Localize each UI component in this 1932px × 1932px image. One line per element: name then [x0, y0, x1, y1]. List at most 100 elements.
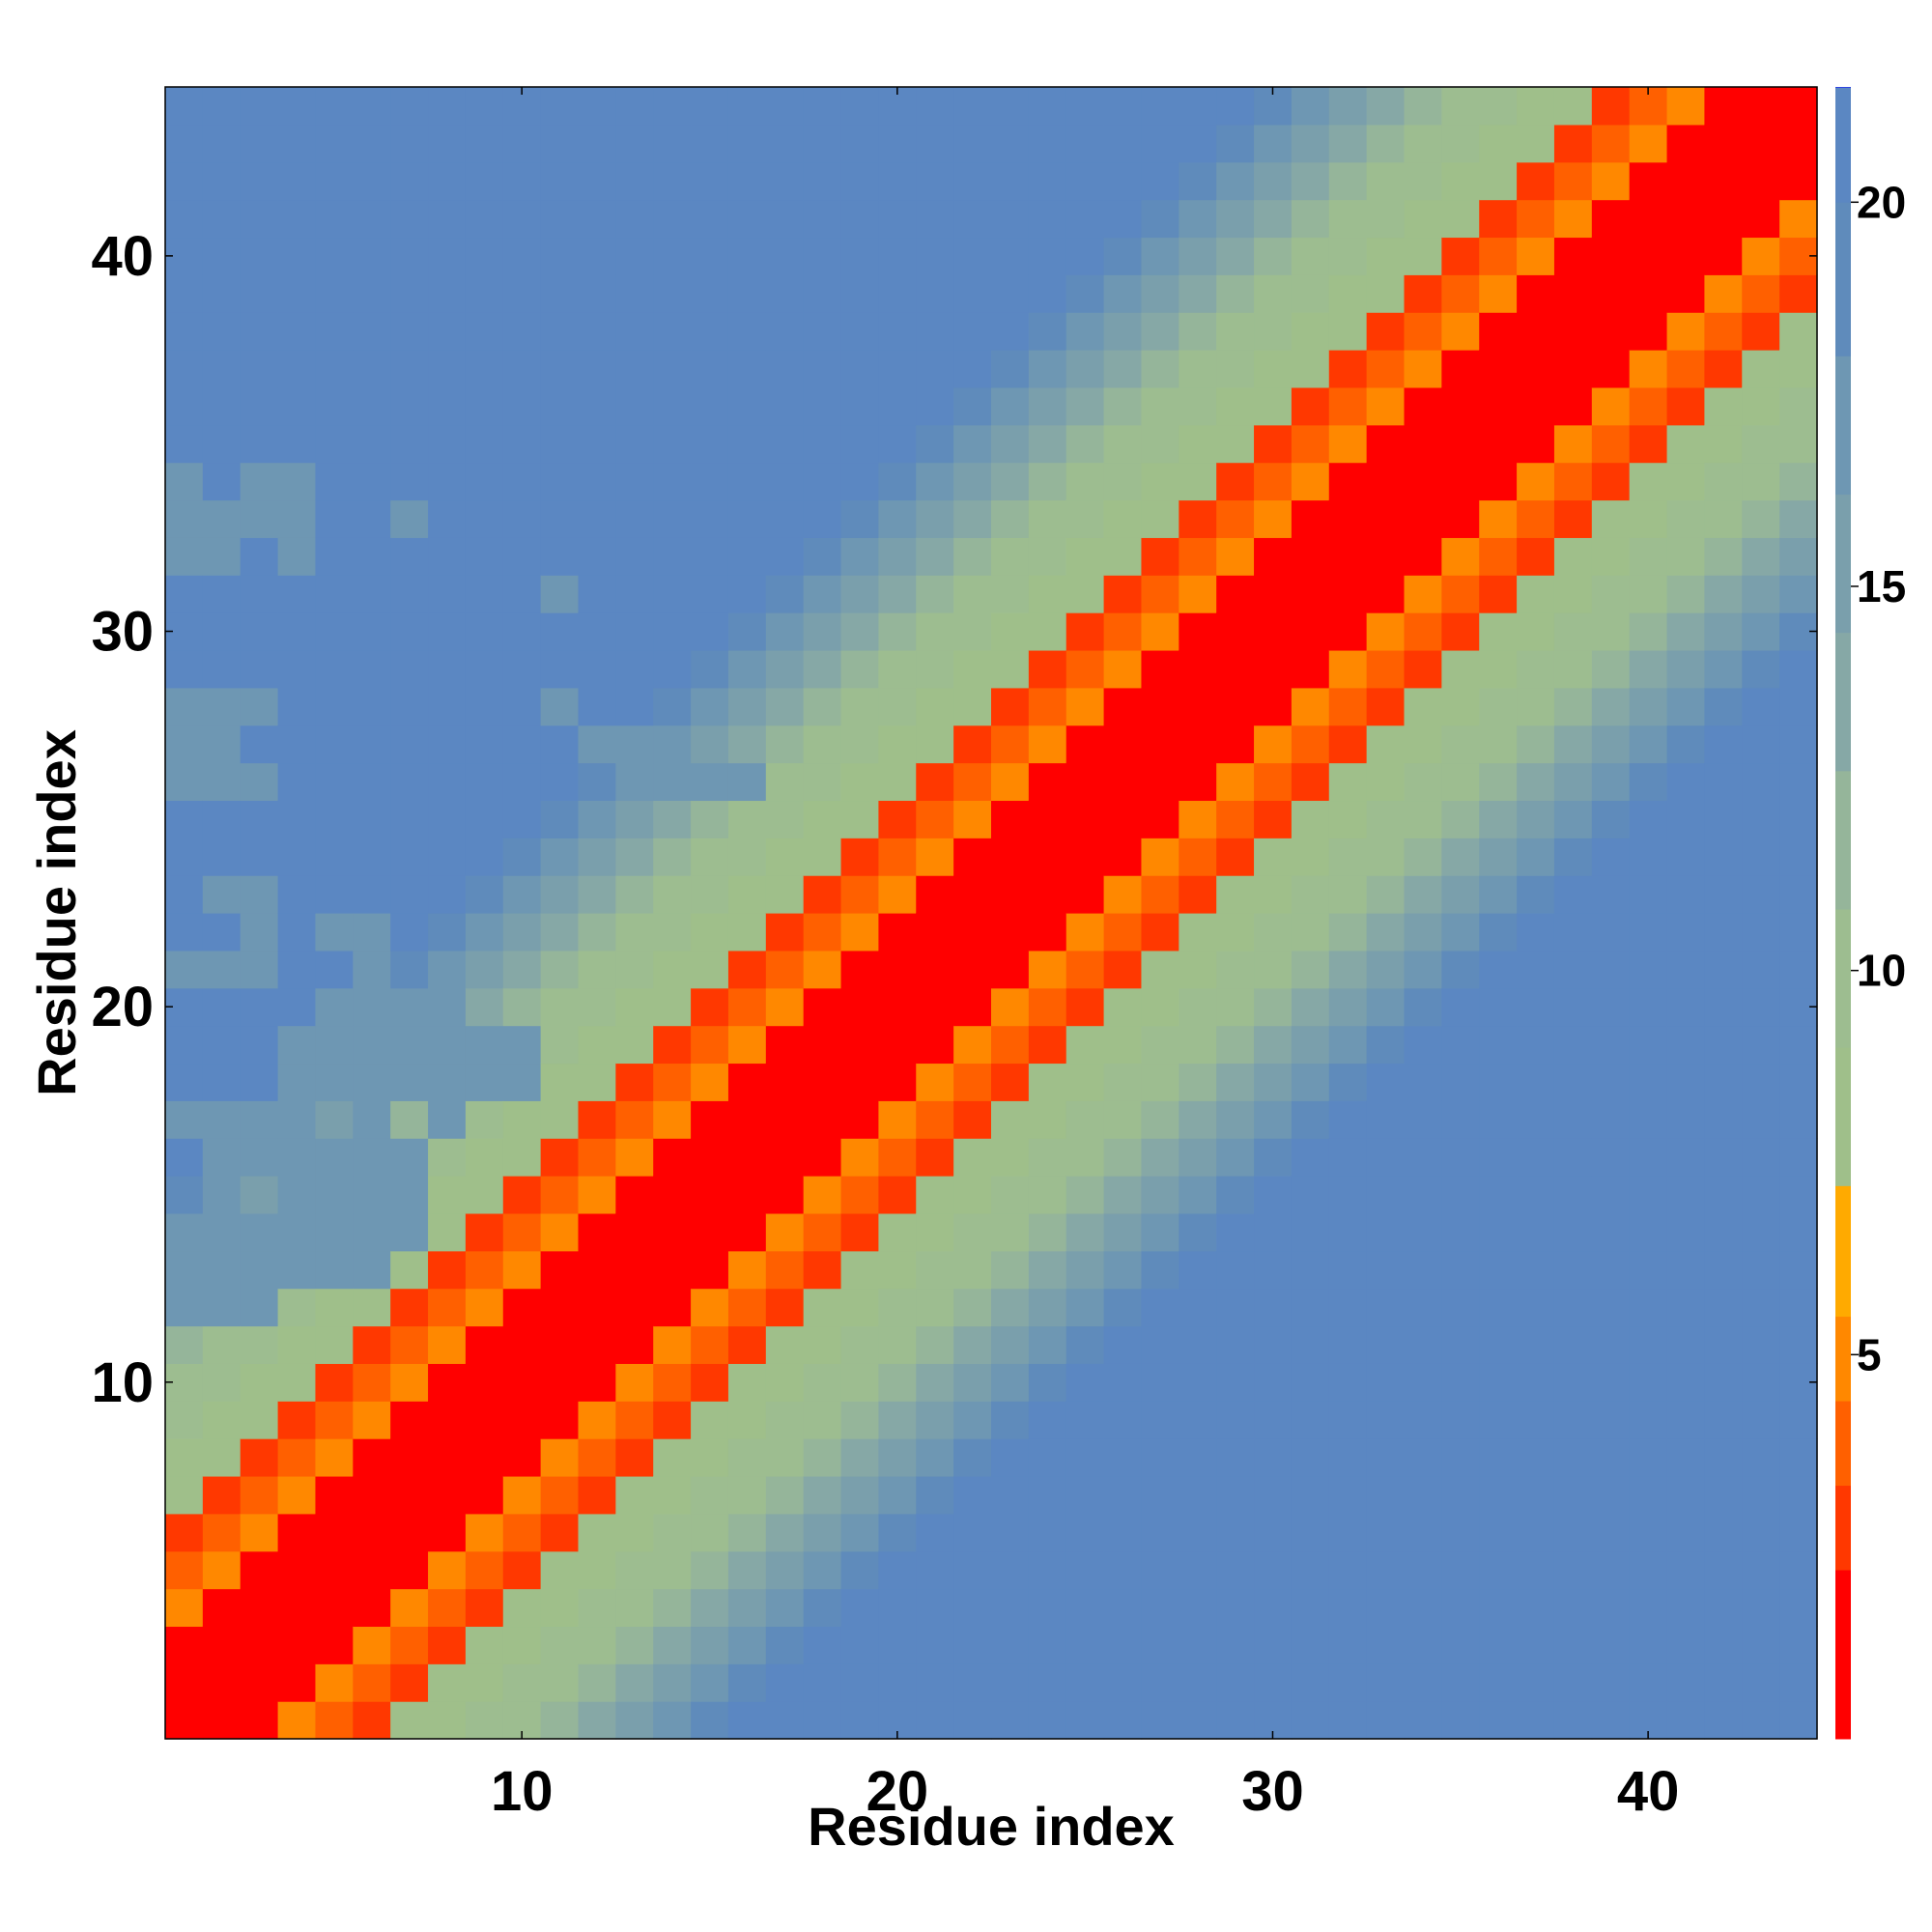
heatmap-cell: [1366, 987, 1406, 1027]
heatmap-cell: [277, 1063, 317, 1101]
heatmap-cell: [953, 1176, 992, 1214]
heatmap-cell: [878, 161, 917, 201]
heatmap-cell: [1065, 1401, 1105, 1439]
heatmap-cell: [1141, 575, 1179, 613]
heatmap-cell: [953, 950, 992, 989]
heatmap-cell: [502, 1363, 542, 1402]
heatmap-cell: [390, 649, 429, 689]
heatmap-cell: [1254, 199, 1293, 239]
heatmap-cell: [202, 800, 242, 838]
heatmap-cell: [1141, 1438, 1179, 1477]
heatmap-cell: [1328, 499, 1368, 538]
heatmap-cell: [878, 1138, 917, 1177]
heatmap-cell: [1704, 1250, 1743, 1290]
heatmap-cell: [1216, 612, 1255, 651]
heatmap-cell: [1779, 499, 1818, 538]
heatmap-cell: [240, 1701, 279, 1740]
heatmap-cell: [1028, 1475, 1067, 1515]
heatmap-cell: [1629, 687, 1668, 726]
heatmap-cell: [465, 950, 504, 989]
heatmap-cell: [1179, 386, 1217, 426]
heatmap-cell: [353, 237, 391, 275]
heatmap-cell: [1103, 1626, 1143, 1664]
heatmap-cell: [315, 1212, 354, 1252]
heatmap-cell: [277, 1401, 317, 1439]
heatmap-cell: [1103, 386, 1143, 426]
heatmap-cell: [691, 1176, 729, 1214]
heatmap-cell: [1441, 724, 1480, 764]
heatmap-cell: [991, 1100, 1030, 1139]
heatmap-cell: [1366, 1325, 1406, 1364]
heatmap-cell: [916, 1663, 954, 1702]
heatmap-cell: [615, 649, 654, 689]
heatmap-cell: [840, 87, 880, 126]
heatmap-cell: [1553, 913, 1593, 952]
heatmap-cell: [202, 499, 242, 538]
heatmap-cell: [1779, 875, 1818, 914]
heatmap-cell: [1179, 1063, 1217, 1101]
heatmap-cell: [1179, 1475, 1217, 1515]
heatmap-cell: [1666, 1513, 1706, 1552]
heatmap-cell: [727, 1401, 767, 1439]
heatmap-cell: [765, 913, 805, 952]
heatmap-cell: [428, 462, 467, 501]
heatmap-cell: [916, 1701, 954, 1740]
heatmap-cell: [878, 762, 917, 802]
heatmap-cell: [953, 462, 992, 501]
heatmap-cell: [991, 649, 1030, 689]
heatmap-cell: [1629, 1438, 1668, 1477]
heatmap-cell: [840, 575, 880, 613]
heatmap-cell: [1028, 350, 1067, 388]
heatmap-cell: [803, 1138, 842, 1177]
heatmap-cell: [878, 1063, 917, 1101]
heatmap-cell: [353, 350, 391, 388]
heatmap-cell: [1479, 612, 1518, 651]
heatmap-cell: [991, 124, 1030, 163]
heatmap-cell: [277, 274, 317, 313]
heatmap-cell: [1103, 1513, 1143, 1552]
heatmap-cell: [1629, 199, 1668, 239]
heatmap-cell: [1179, 1663, 1217, 1702]
heatmap-cell: [1666, 424, 1706, 464]
x-axis-ticks: 10 20 30 40: [491, 87, 1679, 1823]
heatmap-cell: [1441, 1701, 1480, 1740]
heatmap-cell: [1441, 687, 1480, 726]
heatmap-cell: [1179, 1438, 1217, 1477]
heatmap-cell: [165, 1250, 204, 1290]
heatmap-cell: [428, 762, 467, 802]
heatmap-cell: [165, 913, 204, 952]
heatmap-cell: [277, 537, 317, 576]
heatmap-cell: [840, 1513, 880, 1552]
heatmap-cell: [615, 575, 654, 613]
heatmap-cell: [1742, 1138, 1780, 1177]
heatmap-cell: [315, 1513, 354, 1552]
heatmap-cell: [428, 1212, 467, 1252]
heatmap-cell: [390, 1100, 429, 1139]
heatmap-cell: [1591, 649, 1631, 689]
heatmap-cell: [1742, 950, 1780, 989]
heatmap-cell: [390, 199, 429, 239]
heatmap-cell: [1666, 274, 1706, 313]
heatmap-cell: [765, 1438, 805, 1477]
heatmap-cell: [1028, 499, 1067, 538]
heatmap-cell: [240, 1475, 279, 1515]
heatmap-cell: [390, 1663, 429, 1702]
heatmap-cell: [1103, 1100, 1143, 1139]
heatmap-cell: [1291, 575, 1330, 613]
heatmap-cell: [1591, 1063, 1631, 1101]
heatmap-cell: [1441, 1550, 1480, 1590]
x-tick-label: 20: [867, 1760, 929, 1823]
heatmap-cell: [803, 1438, 842, 1477]
heatmap-cell: [1704, 762, 1743, 802]
heatmap-cell: [1028, 124, 1067, 163]
heatmap-cell: [953, 1438, 992, 1477]
heatmap-cell: [615, 87, 654, 126]
heatmap-cell: [765, 838, 805, 876]
heatmap-cell: [1028, 1513, 1067, 1552]
heatmap-cell: [1591, 237, 1631, 275]
heatmap-cell: [1291, 1025, 1330, 1065]
heatmap-cell: [1553, 1025, 1593, 1065]
heatmap-cell: [1065, 1176, 1105, 1214]
heatmap-cell: [803, 1663, 842, 1702]
heatmap-cell: [428, 1475, 467, 1515]
